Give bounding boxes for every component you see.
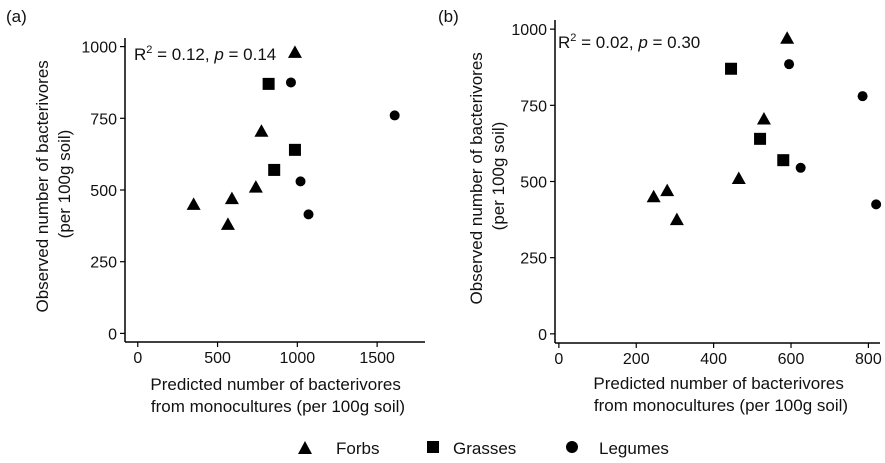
y-tick-label: 250 xyxy=(520,251,547,268)
legend-label-forbs: Forbs xyxy=(336,439,379,458)
legend-label-grasses: Grasses xyxy=(453,439,516,458)
legend-triangle-marker xyxy=(298,441,312,454)
point-grasses xyxy=(725,62,738,75)
point-grasses xyxy=(288,143,301,156)
point-legumes xyxy=(784,59,795,70)
y-tick-label: 0 xyxy=(108,326,117,343)
x-tick-label: 600 xyxy=(778,351,805,368)
legend-label-legumes: Legumes xyxy=(599,439,669,458)
point-forbs xyxy=(756,112,771,125)
legend: Forbs Grasses Legumes xyxy=(298,439,669,458)
point-legumes xyxy=(285,77,296,88)
y-axis-label-a: Observed number of bacterivores (per 100… xyxy=(33,55,74,312)
y-tick-label: 1000 xyxy=(511,22,547,39)
x-tick-label: 800 xyxy=(855,351,882,368)
y-tick-label: 500 xyxy=(520,175,547,192)
x-tick-label: 1000 xyxy=(280,350,316,367)
stats-annotation-a: R2 = 0.12, p = 0.14 xyxy=(134,44,276,64)
point-forbs xyxy=(660,183,675,197)
x-tick-label: 200 xyxy=(623,351,650,368)
plot-area-b: 0 200 400 600 800 0 250 500 750 1000 xyxy=(511,20,882,368)
point-forbs xyxy=(731,171,746,184)
x-axis-label-b: Predicted number of bacterivores from mo… xyxy=(593,374,848,415)
point-grasses xyxy=(262,77,275,90)
y-axis-label-b: Observed number of bacterivores (per 100… xyxy=(467,47,508,304)
x-tick-label: 0 xyxy=(133,350,142,367)
point-forbs xyxy=(220,217,235,230)
point-legumes xyxy=(795,162,806,173)
panel-b: (b) 0 200 400 600 800 0 250 500 750 1000 R2 = 0.0… xyxy=(438,7,882,415)
legend-circle-marker xyxy=(566,441,578,453)
panel-label-a: (a) xyxy=(6,7,27,26)
panel-a: (a) 0 500 1000 1500 0 250 500 750 1000 R2 = 0.12… xyxy=(6,7,425,416)
point-legumes xyxy=(295,176,306,187)
point-forbs xyxy=(186,197,201,210)
plot-area-a: 0 500 1000 1500 0 250 500 750 1000 xyxy=(81,38,425,367)
point-legumes xyxy=(857,91,868,102)
point-legumes xyxy=(303,209,314,220)
x-tick-label: 0 xyxy=(554,351,563,368)
point-forbs xyxy=(224,191,239,205)
point-forbs xyxy=(254,124,269,137)
panel-label-b: (b) xyxy=(438,7,459,26)
x-tick-label: 500 xyxy=(204,350,231,367)
point-legumes xyxy=(871,199,882,210)
x-tick-label: 400 xyxy=(700,351,727,368)
y-tick-label: 750 xyxy=(520,98,547,115)
x-axis-label-a: Predicted number of bacterivores from mo… xyxy=(150,375,405,416)
point-forbs xyxy=(248,180,263,193)
point-forbs xyxy=(780,31,795,44)
x-tick-label: 1500 xyxy=(359,350,395,367)
y-tick-label: 0 xyxy=(538,327,547,344)
stats-annotation-b: R2 = 0.02, p = 0.30 xyxy=(558,32,700,52)
point-forbs xyxy=(669,212,684,226)
point-legumes xyxy=(389,110,400,121)
y-tick-label: 1000 xyxy=(81,40,117,57)
point-forbs xyxy=(646,189,661,203)
y-tick-label: 750 xyxy=(90,111,117,128)
point-grasses xyxy=(777,154,790,167)
y-tick-label: 500 xyxy=(90,183,117,200)
point-forbs xyxy=(287,45,302,58)
point-grasses xyxy=(268,163,281,176)
legend-square-marker xyxy=(427,441,439,453)
point-grasses xyxy=(754,132,767,145)
y-tick-label: 250 xyxy=(90,255,117,272)
